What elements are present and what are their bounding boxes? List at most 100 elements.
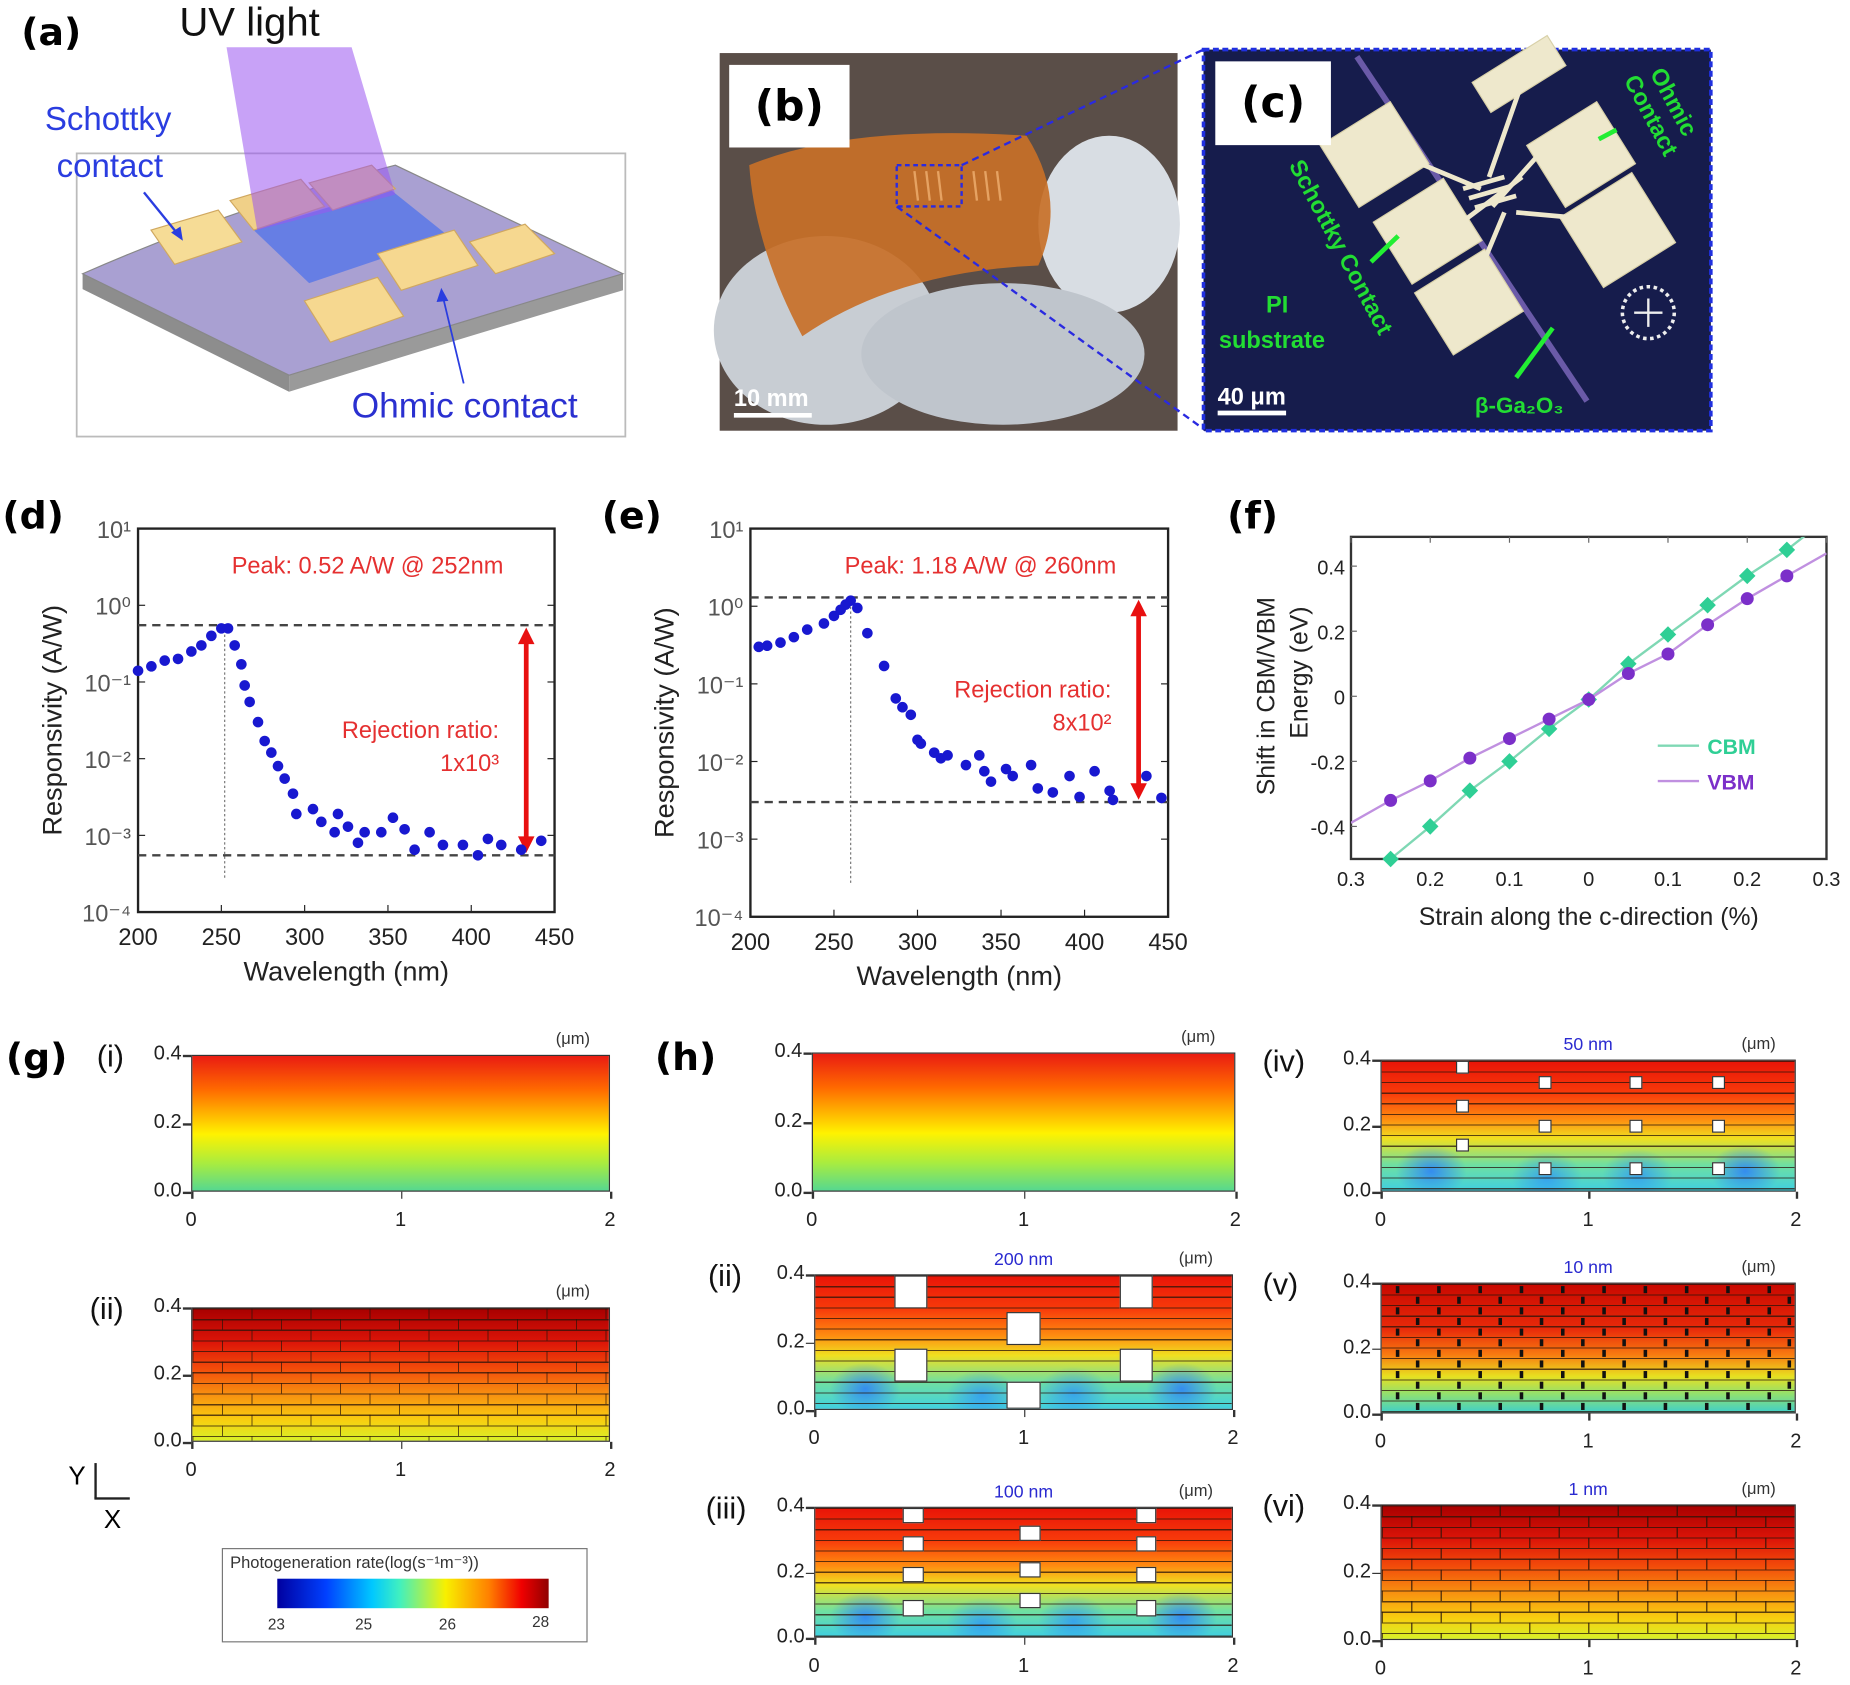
x-axis-label: Wavelength (nm)	[856, 960, 1062, 991]
y-tick	[1372, 1640, 1381, 1642]
glove-palm	[861, 283, 1145, 425]
x-tick	[191, 1191, 193, 1199]
nanogap-mark	[1498, 1339, 1503, 1347]
data-point-cbm	[1659, 626, 1677, 643]
rejection-ratio-label: Rejection ratio:	[954, 676, 1111, 702]
y-tick	[182, 1307, 192, 1310]
data-point	[457, 839, 469, 851]
photogeneration-map	[191, 1307, 611, 1442]
x-tick-label: 350	[981, 929, 1020, 955]
air-gap	[1455, 1060, 1469, 1074]
data-point	[146, 661, 157, 672]
nanogap-mark	[1787, 1402, 1792, 1410]
y-tick-label: 10⁻²	[84, 747, 131, 773]
nanogap-mark	[1539, 1296, 1544, 1304]
data-point	[1047, 787, 1059, 798]
x-tick-label: 0	[806, 1208, 818, 1231]
nanogap-mark	[1498, 1402, 1503, 1410]
x-tick-label: 0	[808, 1654, 820, 1677]
air-gap	[894, 1348, 928, 1383]
x-tick-label: 1	[1582, 1656, 1594, 1679]
pi-substrate-label: PI	[1266, 292, 1288, 318]
data-point	[535, 835, 547, 847]
y-tick	[182, 1441, 192, 1444]
y-tick-label: 0.4	[1343, 1046, 1372, 1069]
nanogap-mark	[1602, 1349, 1606, 1357]
data-point	[236, 658, 247, 670]
nanogap-mark	[1602, 1286, 1606, 1294]
data-point-cbm	[1382, 850, 1399, 868]
panel-label-f: (f)	[1227, 493, 1279, 539]
x-tick-label: 0.1	[1654, 869, 1682, 891]
x-tick-label: 1	[1582, 1430, 1594, 1453]
data-point	[1141, 770, 1152, 782]
schottky-label: Schottky	[45, 100, 172, 137]
y-tick	[1372, 1059, 1381, 1062]
data-point-vbm	[1621, 667, 1635, 680]
data-point	[222, 623, 234, 634]
unit-label: (μm)	[1178, 1480, 1214, 1500]
y-tick	[1372, 1572, 1381, 1574]
x-tick-label: 450	[1148, 929, 1187, 955]
nanogap-mark	[1704, 1402, 1709, 1410]
panel-label-e: (e)	[601, 493, 662, 539]
y-tick-label: -0.2	[1311, 753, 1346, 775]
nanogap-mark	[1539, 1317, 1544, 1326]
nanogap-mark	[1457, 1339, 1461, 1347]
nanogap-mark	[1726, 1328, 1730, 1336]
nanogap-mark	[1704, 1339, 1709, 1347]
data-point	[132, 665, 144, 677]
unit-label: (μm)	[555, 1028, 591, 1048]
photogeneration-map	[1380, 1282, 1796, 1414]
peak-annotation: Peak: 1.18 A/W @ 260nm	[845, 552, 1117, 578]
nanogap-mark	[1498, 1317, 1503, 1326]
x-tick-label: 1	[1582, 1208, 1594, 1231]
panel-b-photo: 10 mm	[713, 48, 1207, 432]
data-point	[942, 750, 953, 761]
arrowhead-up-icon	[1130, 599, 1147, 617]
x-tick	[400, 1191, 403, 1199]
air-gap	[902, 1600, 924, 1616]
glove-finger	[1038, 135, 1180, 313]
schottky-label-2: contact	[57, 147, 163, 184]
nanogap-mark	[1767, 1349, 1772, 1357]
panel-sublabel: (ii)	[89, 1290, 124, 1327]
nanogap-mark	[1767, 1307, 1772, 1315]
nanogap-mark	[1561, 1371, 1565, 1379]
y-tick	[803, 1122, 812, 1124]
air-gap	[902, 1507, 924, 1524]
y-tick-label: 0.2	[776, 1559, 805, 1582]
x-axis-indicator-label: X	[103, 1504, 122, 1534]
data-point	[862, 627, 873, 639]
y-axis-indicator-label: Y	[68, 1460, 86, 1491]
nanogap-mark	[1437, 1371, 1441, 1379]
data-point	[495, 839, 507, 851]
nanogap-mark	[1684, 1371, 1689, 1379]
brick-lines	[1381, 1505, 1795, 1639]
nanogap-mark	[1726, 1349, 1730, 1357]
y-tick-label: 10⁻⁴	[82, 901, 131, 927]
data-point	[172, 653, 184, 665]
data-point	[307, 803, 319, 815]
uv-light-label: UV light	[179, 0, 319, 44]
nanogap-mark	[1498, 1381, 1503, 1389]
nanogap-mark	[1663, 1339, 1668, 1347]
panel-label-b: (b)	[729, 64, 850, 148]
x-tick-label: 2	[604, 1208, 616, 1231]
nanogap-mark	[1746, 1381, 1750, 1389]
nanogap-mark	[1704, 1296, 1709, 1304]
y-tick-label: 0.0	[1343, 1178, 1372, 1202]
x-tick	[1588, 1191, 1590, 1199]
zoom-line	[961, 48, 1205, 167]
y-tick	[805, 1274, 815, 1277]
data-point	[359, 826, 370, 838]
data-point-vbm	[1701, 618, 1715, 632]
x-tick	[814, 1409, 816, 1418]
data-point	[229, 640, 240, 651]
nanogap-mark	[1704, 1317, 1709, 1326]
nanogap-mark	[1602, 1392, 1606, 1400]
data-point	[437, 839, 449, 851]
data-point	[828, 610, 840, 622]
y-tick	[1372, 1504, 1381, 1507]
x-tick	[1232, 1637, 1235, 1645]
